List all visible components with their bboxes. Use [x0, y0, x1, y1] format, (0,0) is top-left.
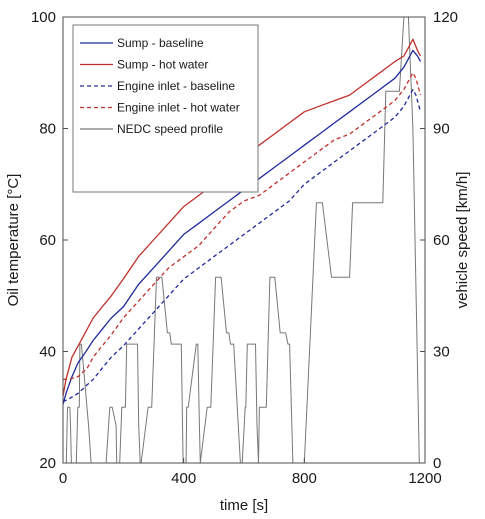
y-tick-label: 100	[31, 9, 56, 26]
series-line-3	[63, 72, 422, 381]
y2-tick-label: 0	[433, 455, 441, 472]
y2-tick-label: 30	[433, 344, 450, 361]
x-tick-label: 400	[171, 470, 196, 487]
x-tick-label: 0	[59, 470, 67, 487]
y2-tick-label: 120	[433, 9, 458, 26]
x-axis-title: time [s]	[220, 497, 268, 514]
legend-label-0: Sump - baseline	[117, 36, 204, 50]
y-tick-label: 40	[39, 344, 56, 361]
axes: 0 400 800 1200 20 40 60 80 100 0 30 60 90 120 time [s]…	[5, 9, 471, 514]
legend: Sump - baseline Sump - hot water Engine in…	[72, 24, 259, 193]
series-line-0	[62, 49, 422, 405]
legend-label-2: Engine inlet - baseline	[117, 79, 235, 93]
x-tick-label: 800	[292, 470, 317, 487]
y2-axis-title: vehicle speed [km/h]	[454, 172, 471, 309]
y-tick-label: 20	[39, 455, 56, 472]
x-tick-label: 1200	[408, 470, 441, 487]
series-line-2	[62, 88, 422, 403]
legend-box	[72, 24, 259, 193]
y-tick-label: 80	[39, 121, 56, 138]
legend-label-3: Engine inlet - hot water	[117, 101, 240, 115]
y2-tick-label: 60	[433, 232, 450, 249]
y-axis-title: Oil temperature [°C]	[5, 174, 22, 307]
legend-label-1: Sump - hot water	[117, 58, 208, 72]
y2-tick-label: 90	[433, 121, 450, 138]
legend-label-4: NEDC speed profile	[117, 122, 223, 136]
y-tick-label: 60	[39, 232, 56, 249]
